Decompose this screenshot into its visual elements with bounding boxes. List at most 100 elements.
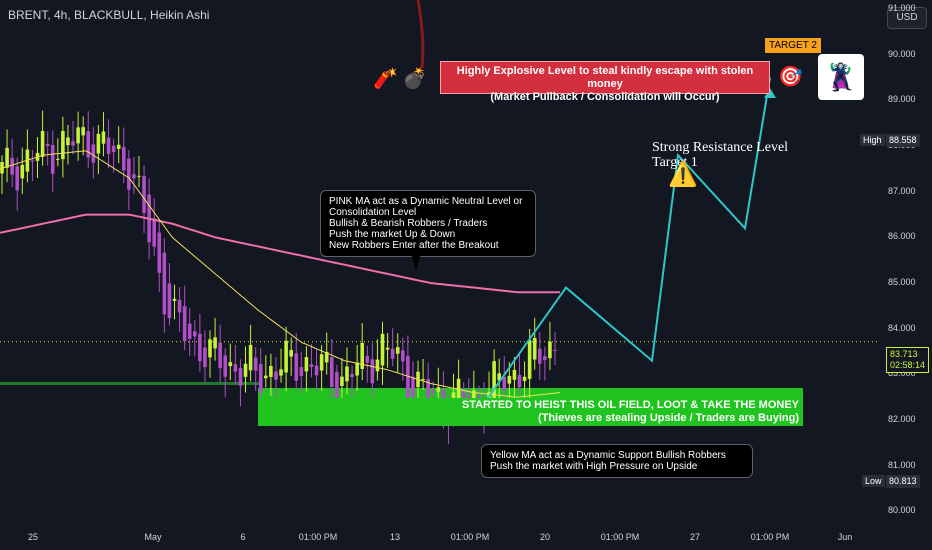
- yellow-ma-note: Yellow MA act as a Dynamic Support Bulli…: [481, 444, 753, 478]
- candle-body: [203, 347, 207, 368]
- candle-body: [40, 131, 45, 157]
- price-tick: 84.000: [888, 322, 916, 333]
- candle-body: [223, 355, 228, 377]
- candle-body: [228, 362, 233, 367]
- pink-ma-line: [0, 213, 560, 294]
- candle-body: [294, 353, 299, 381]
- time-tick: May: [144, 532, 162, 542]
- yellow-ma-line: [0, 150, 561, 398]
- candle-body: [279, 369, 283, 376]
- price-tick: 80.000: [888, 505, 916, 516]
- candle-body: [198, 333, 202, 362]
- explosive-level-banner: Highly Explosive Level to steal kindly e…: [440, 61, 770, 103]
- last-price: 83.713 02:58:14: [886, 347, 930, 373]
- candle-body: [142, 176, 146, 213]
- candle-body: [76, 127, 80, 144]
- candle-body: [157, 232, 162, 273]
- candle-body: [248, 344, 253, 371]
- candle-body: [61, 130, 65, 160]
- candle-body: [329, 357, 334, 387]
- candle-body: [532, 337, 537, 360]
- projection-path: [481, 77, 771, 407]
- candle-body: [233, 364, 238, 372]
- candle-body: [182, 306, 187, 342]
- price-tick: 82.000: [888, 414, 916, 424]
- support-line: [0, 381, 260, 385]
- candle-body: [472, 390, 476, 402]
- time-tick: 01:00 PM: [750, 532, 790, 542]
- candle-body: [517, 374, 522, 388]
- target-icon: 🎯: [778, 66, 803, 88]
- candle-body: [345, 366, 349, 382]
- high-label: High: [860, 134, 885, 146]
- candle-body: [502, 376, 507, 391]
- candle-body: [243, 363, 248, 377]
- candle-body: [543, 356, 547, 361]
- candle-body: [45, 143, 50, 147]
- candle-body: [101, 131, 106, 144]
- candle-body: [137, 175, 141, 177]
- currency-button[interactable]: USD: [887, 7, 927, 29]
- candle-body: [309, 364, 314, 368]
- projection: [416, 0, 776, 407]
- candle-body: [121, 146, 126, 171]
- candle-body: [527, 340, 532, 379]
- candle-body: [258, 364, 263, 393]
- candle-body: [106, 137, 111, 154]
- time-tick: 13: [389, 532, 401, 542]
- candle-body: [304, 357, 309, 372]
- price-tick: 87.000: [888, 185, 916, 196]
- candle-body: [15, 166, 20, 191]
- candle-body: [426, 379, 430, 402]
- candle-body: [187, 323, 192, 339]
- candle-body: [172, 298, 177, 301]
- time-tick: 27: [689, 532, 701, 542]
- price-tick: 89.000: [888, 94, 916, 105]
- candle-body: [497, 373, 501, 381]
- candle-body: [411, 376, 415, 398]
- candle-body: [299, 367, 304, 376]
- resistance-label: Strong Resistance Level Target 1: [652, 140, 789, 170]
- candle-body: [365, 355, 370, 363]
- candle-body: [380, 333, 385, 366]
- candle-body: [56, 158, 60, 160]
- target2-label: TARGET 2: [765, 38, 821, 53]
- candle-body: [406, 355, 410, 398]
- high-value: 88.558: [886, 134, 920, 147]
- candle-body: [10, 157, 14, 175]
- candle-body: [553, 349, 557, 351]
- low-value: 80.813: [886, 475, 920, 488]
- candle-body: [264, 375, 268, 379]
- price-tick: 85.000: [888, 277, 916, 288]
- low-label: Low: [862, 475, 885, 487]
- candle-body: [289, 350, 293, 357]
- candle-body: [456, 378, 461, 403]
- candle-body: [167, 283, 172, 319]
- dynamite-icon: 🧨: [373, 68, 398, 90]
- candle-body: [431, 390, 436, 393]
- candle-body: [162, 252, 167, 315]
- fuse-line: [416, 0, 425, 69]
- candle-body: [152, 218, 157, 247]
- candle-body: [400, 350, 405, 362]
- candle-body: [390, 348, 395, 359]
- projection-arrowhead: [764, 88, 776, 98]
- candle-body: [177, 299, 182, 313]
- time-tick: 6: [240, 532, 246, 542]
- time-tick: 01:00 PM: [298, 532, 338, 542]
- candle-body: [421, 379, 425, 381]
- candle-body: [71, 141, 75, 146]
- candle-body: [324, 351, 329, 363]
- candle-body: [314, 365, 319, 376]
- candle-body: [218, 342, 222, 369]
- candle-body: [30, 160, 35, 162]
- candle-body: [350, 373, 354, 378]
- price-tick: 90.000: [888, 48, 916, 59]
- time-tick: 20: [539, 532, 551, 542]
- candle-body: [461, 390, 466, 401]
- candle-body: [132, 174, 136, 179]
- price-tick: 86.000: [888, 231, 916, 242]
- pink-note-tail: [410, 250, 422, 270]
- moving-averages: [0, 150, 561, 398]
- candle-body: [360, 342, 365, 369]
